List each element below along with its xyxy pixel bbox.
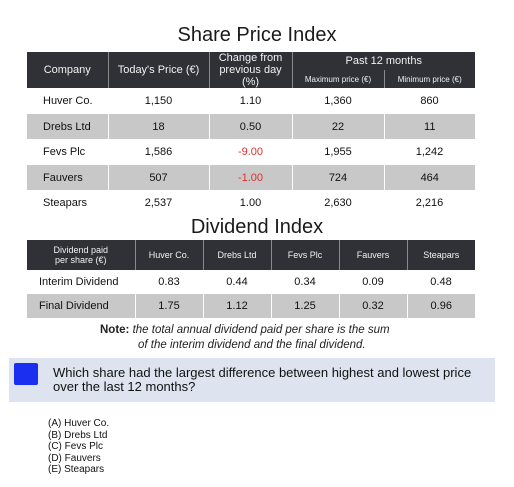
header-today-price: Today's Price (€) bbox=[108, 52, 210, 88]
table-row: Fauvers 507 -1.00 724 464 bbox=[27, 165, 475, 190]
today-cell: 1,150 bbox=[144, 95, 173, 107]
header-change: Change from previous day (%) bbox=[209, 52, 293, 88]
question-box bbox=[9, 358, 495, 402]
header-company: Company bbox=[27, 52, 109, 88]
table-row: Fevs Plc 1,586 -9.00 1,955 1,242 bbox=[27, 139, 475, 165]
header-min-price: Minimum price (€) bbox=[384, 70, 475, 88]
dividend-cell: 0.09 bbox=[362, 276, 384, 288]
dividend-cell: 0.34 bbox=[294, 276, 316, 288]
company-cell: Fevs Plc bbox=[43, 146, 86, 158]
answer-options: (A) Huver Co. (B) Drebs Ltd (C) Fevs Plc… bbox=[48, 418, 109, 476]
table-row: Huver Co. 1,150 1.10 1,360 860 bbox=[27, 88, 475, 114]
share-price-table: Company Today's Price (€) Change from pr… bbox=[27, 52, 475, 216]
note-label: Note: bbox=[100, 324, 130, 336]
question-text: Which share had the largest difference b… bbox=[53, 365, 472, 394]
min-cell: 2,216 bbox=[415, 197, 444, 209]
table-row: Drebs Ltd 18 0.50 22 11 bbox=[27, 114, 475, 139]
change-cell: -9.00 bbox=[237, 146, 264, 158]
max-cell: 724 bbox=[292, 165, 385, 190]
company-cell: Steapars bbox=[43, 197, 88, 209]
dividend-cell: 1.25 bbox=[271, 294, 340, 318]
note-line1: the total annual dividend paid per share… bbox=[132, 324, 390, 336]
share-price-index-title: Share Price Index bbox=[177, 24, 337, 46]
max-cell: 2,630 bbox=[324, 197, 352, 209]
note: Note: the total annual dividend paid per… bbox=[100, 323, 480, 353]
min-cell: 1,242 bbox=[415, 146, 444, 158]
dividend-index-title: Dividend Index bbox=[190, 216, 324, 238]
dividend-cell: 1.75 bbox=[135, 294, 204, 318]
dividend-table: Dividend paid per share (€) Huver Co. Dr… bbox=[27, 240, 475, 318]
change-cell: 1.00 bbox=[239, 197, 262, 209]
max-cell: 1,955 bbox=[324, 146, 352, 158]
option-d[interactable]: (D) Fauvers bbox=[48, 452, 101, 464]
note-line2: of the interim dividend and the final di… bbox=[138, 339, 366, 351]
company-cell: Drebs Ltd bbox=[27, 114, 109, 139]
header-company: Huver Co. bbox=[135, 240, 204, 270]
header-max-price: Maximum price (€) bbox=[292, 70, 385, 88]
option-b[interactable]: (B) Drebs Ltd bbox=[48, 429, 108, 441]
dividend-cell: 0.44 bbox=[226, 276, 248, 288]
table-row: Steapars 2,537 1.00 2,630 2,216 bbox=[27, 190, 475, 216]
today-cell: 2,537 bbox=[144, 197, 173, 209]
today-cell: 507 bbox=[108, 165, 210, 190]
dividend-cell: 1.12 bbox=[203, 294, 272, 318]
table-row: Final Dividend 1.75 1.12 1.25 0.32 0.96 bbox=[27, 294, 475, 318]
dividend-cell: 0.32 bbox=[339, 294, 408, 318]
today-cell: 18 bbox=[108, 114, 210, 139]
min-cell: 464 bbox=[384, 165, 475, 190]
min-cell: 860 bbox=[420, 95, 439, 107]
dividend-cell: 0.48 bbox=[430, 276, 452, 288]
question-marker-icon bbox=[14, 363, 38, 385]
max-cell: 22 bbox=[292, 114, 385, 139]
today-cell: 1,586 bbox=[144, 146, 173, 158]
dividend-cell: 0.83 bbox=[158, 276, 180, 288]
option-c[interactable]: (C) Fevs Plc bbox=[48, 441, 103, 452]
option-a[interactable]: (A) Huver Co. bbox=[48, 418, 110, 429]
company-cell: Huver Co. bbox=[43, 95, 93, 107]
company-cell: Fauvers bbox=[27, 165, 109, 190]
table-row: Interim Dividend 0.83 0.44 0.34 0.09 0.4… bbox=[27, 270, 475, 294]
dividend-cell: 0.96 bbox=[407, 294, 475, 318]
change-cell: -1.00 bbox=[209, 165, 293, 190]
header-company: Drebs Ltd bbox=[203, 240, 272, 270]
header-dividend-paid: Dividend paid per share (€) bbox=[27, 240, 136, 270]
min-cell: 11 bbox=[384, 114, 475, 139]
dividend-label: Interim Dividend bbox=[39, 276, 119, 288]
max-cell: 1,360 bbox=[324, 95, 352, 107]
option-e[interactable]: (E) Steapars bbox=[48, 464, 105, 475]
change-cell: 1.10 bbox=[239, 95, 262, 107]
header-company: Fevs Plc bbox=[271, 240, 340, 270]
header-company: Steapars bbox=[407, 240, 475, 270]
change-cell: 0.50 bbox=[209, 114, 293, 139]
header-company: Fauvers bbox=[339, 240, 408, 270]
dividend-label: Final Dividend bbox=[27, 294, 136, 318]
header-past-12-months: Past 12 months bbox=[292, 52, 475, 70]
